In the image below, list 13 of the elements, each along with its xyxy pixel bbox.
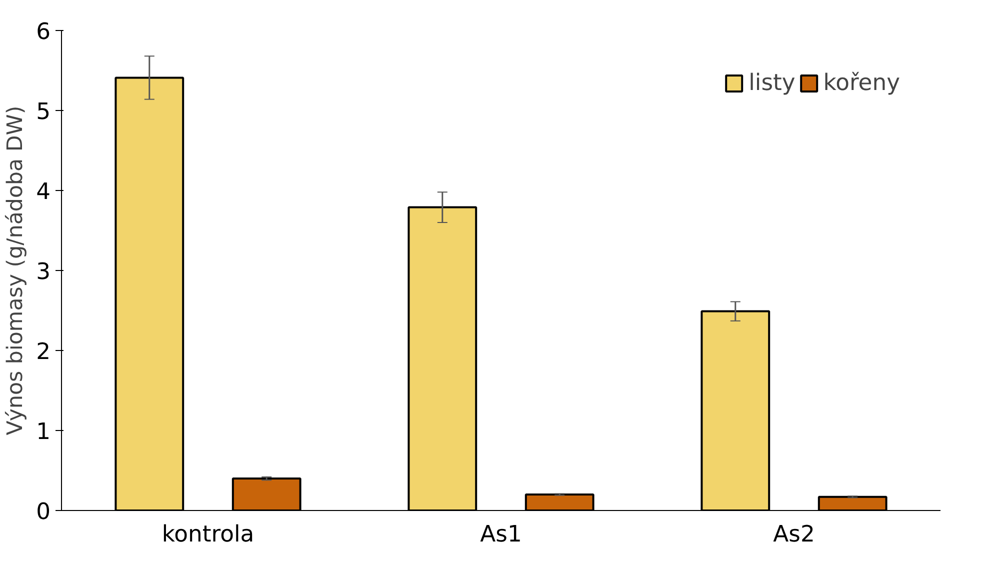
y-axis-title: Výnos biomasy (g/nádoba DW) <box>3 106 28 436</box>
legend-label: listy <box>748 70 796 96</box>
y-tick-label: 2 <box>36 339 51 365</box>
x-tick-label: As2 <box>773 522 815 548</box>
y-tick-label: 6 <box>36 19 51 45</box>
legend-label: kořeny <box>823 70 900 96</box>
x-tick-label: As1 <box>480 522 522 548</box>
y-tick-label: 4 <box>36 179 51 205</box>
y-tick-label: 5 <box>36 99 51 125</box>
y-tick-label: 1 <box>36 419 51 445</box>
y-tick-label: 3 <box>36 259 51 285</box>
y-tick-label: 0 <box>36 499 51 525</box>
x-tick-label: kontrola <box>162 522 254 548</box>
